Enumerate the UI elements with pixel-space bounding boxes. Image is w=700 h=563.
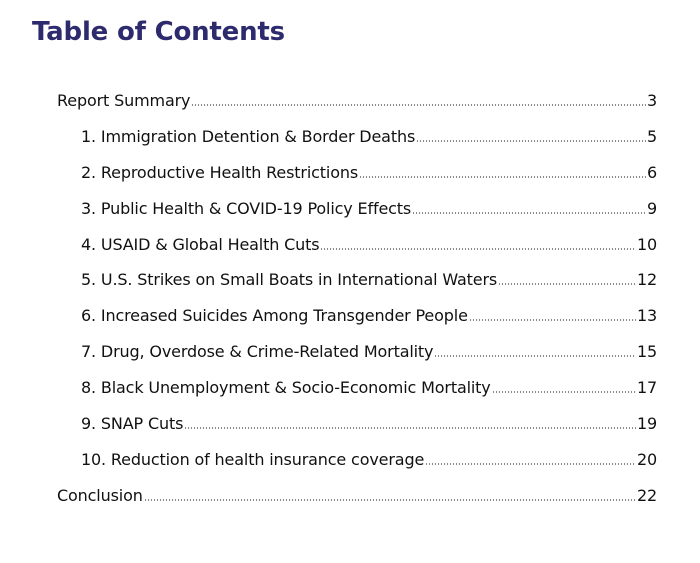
dot-leader (491, 391, 636, 394)
toc-entry-label: 7. Drug, Overdose & Crime-Related Mortal… (81, 342, 434, 362)
toc-entry-page-number: 12 (636, 270, 657, 290)
toc-entry-page-number: 19 (636, 414, 657, 434)
toc-entry-immigration-detention[interactable]: 1. Immigration Detention & Border Deaths… (81, 119, 657, 155)
toc-entry-label: 10. Reduction of health insurance covera… (81, 449, 425, 469)
toc-entry-label: 3. Public Health & COVID-19 Policy Effec… (81, 198, 412, 218)
toc-entry-page-number: 10 (636, 234, 657, 254)
toc-entry-label: Report Summary (57, 91, 191, 110)
toc-entry-transgender-suicides[interactable]: 6. Increased Suicides Among Transgender … (81, 298, 657, 334)
toc-entry-label: 6. Increased Suicides Among Transgender … (81, 306, 468, 326)
dot-leader (425, 462, 636, 465)
dot-leader (191, 104, 646, 106)
toc-entry-report-summary[interactable]: Report Summary 3 (57, 83, 657, 119)
dot-leader (412, 211, 646, 214)
toc-entry-snap-cuts[interactable]: 9. SNAP Cuts 19 (81, 406, 657, 442)
toc-entry-reproductive-health[interactable]: 2. Reproductive Health Restrictions 6 (81, 155, 657, 191)
toc-entry-usaid-cuts[interactable]: 4. USAID & Global Health Cuts 10 (81, 227, 657, 263)
dot-leader (320, 247, 636, 250)
toc-entry-label: 8. Black Unemployment & Socio-Economic M… (81, 378, 491, 398)
toc-entry-label: 2. Reproductive Health Restrictions (81, 162, 359, 182)
toc-entry-health-insurance[interactable]: 10. Reduction of health insurance covera… (81, 442, 657, 478)
dot-leader (184, 427, 636, 430)
dot-leader (359, 175, 646, 178)
toc-entry-page-number: 13 (636, 306, 657, 326)
toc-entry-conclusion[interactable]: Conclusion 22 (57, 478, 657, 514)
page-title: Table of Contents (32, 17, 285, 47)
toc-entry-label: 4. USAID & Global Health Cuts (81, 234, 320, 254)
toc-entry-page-number: 3 (646, 91, 657, 110)
toc-entry-drug-overdose-crime[interactable]: 7. Drug, Overdose & Crime-Related Mortal… (81, 334, 657, 370)
toc-entry-label: 5. U.S. Strikes on Small Boats in Intern… (81, 270, 498, 290)
toc-entry-page-number: 9 (646, 198, 657, 218)
toc-entry-page-number: 17 (636, 378, 657, 398)
toc-entry-page-number: 20 (636, 449, 657, 469)
toc-entry-page-number: 6 (646, 162, 657, 182)
toc-entry-public-health-covid[interactable]: 3. Public Health & COVID-19 Policy Effec… (81, 191, 657, 227)
dot-leader (498, 283, 636, 286)
dot-leader (468, 319, 636, 322)
toc-entry-page-number: 15 (636, 342, 657, 362)
toc-entry-page-number: 5 (646, 126, 657, 146)
dot-leader (434, 355, 636, 358)
toc-entry-label: 9. SNAP Cuts (81, 414, 184, 434)
dot-leader (143, 498, 636, 501)
toc-list: Report Summary 3 1. Immigration Detentio… (0, 83, 700, 514)
toc-entry-label: Conclusion (57, 485, 143, 505)
toc-entry-black-unemployment[interactable]: 8. Black Unemployment & Socio-Economic M… (81, 370, 657, 406)
toc-entry-page-number: 22 (636, 485, 657, 505)
toc-entry-label: 1. Immigration Detention & Border Deaths (81, 126, 416, 146)
dot-leader (416, 139, 646, 142)
toc-entry-small-boat-strikes[interactable]: 5. U.S. Strikes on Small Boats in Intern… (81, 262, 657, 298)
